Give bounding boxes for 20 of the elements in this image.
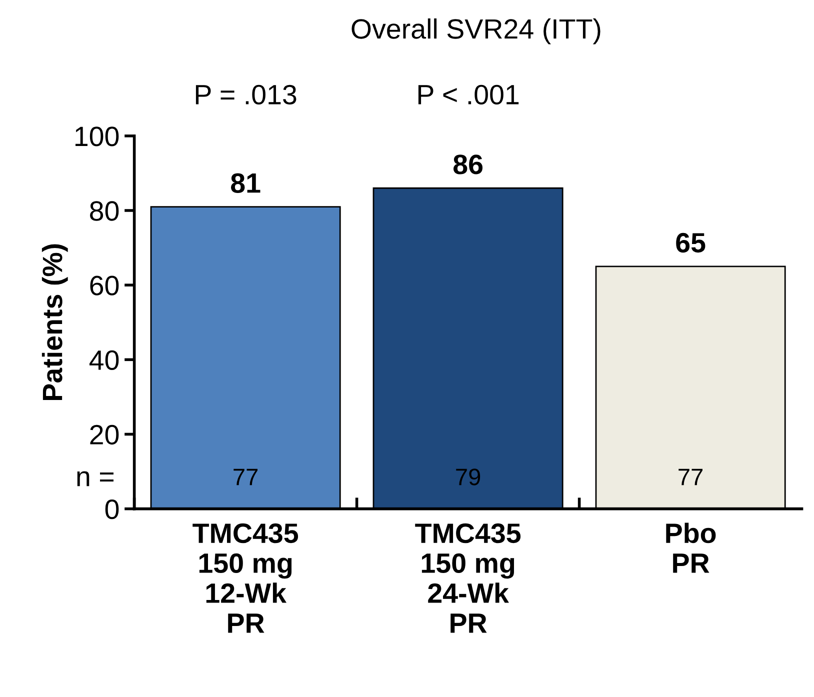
- y-tick-label: 0: [105, 499, 119, 520]
- annotation: 77: [678, 468, 702, 486]
- annotation: 79: [456, 468, 480, 486]
- y-tick-label: 20: [90, 424, 119, 445]
- y-tick-label: 40: [89, 350, 119, 370]
- annotation: 77: [234, 468, 258, 486]
- x-tick-label: TMC435 150 mg 24-Wk PR: [415, 523, 521, 633]
- data-label: 86: [453, 154, 482, 174]
- text: P < .001: [418, 84, 519, 104]
- y-tick-label: 60: [90, 276, 119, 296]
- text: P = .013: [196, 84, 296, 104]
- y-axis-title: Patients (%): [42, 244, 68, 400]
- y-tick-label: 100: [76, 126, 119, 146]
- chart-title: Overall SVR24 (ITT): [352, 18, 600, 44]
- x-tick-label: Pbo PR: [666, 522, 716, 573]
- x-tick-label: TMC435 150 mg 12-Wk PR: [192, 523, 298, 633]
- data-label: 81: [230, 173, 260, 193]
- y-tick-label: 80: [90, 201, 119, 221]
- data-label: 65: [676, 232, 706, 253]
- text: n =: [77, 471, 114, 486]
